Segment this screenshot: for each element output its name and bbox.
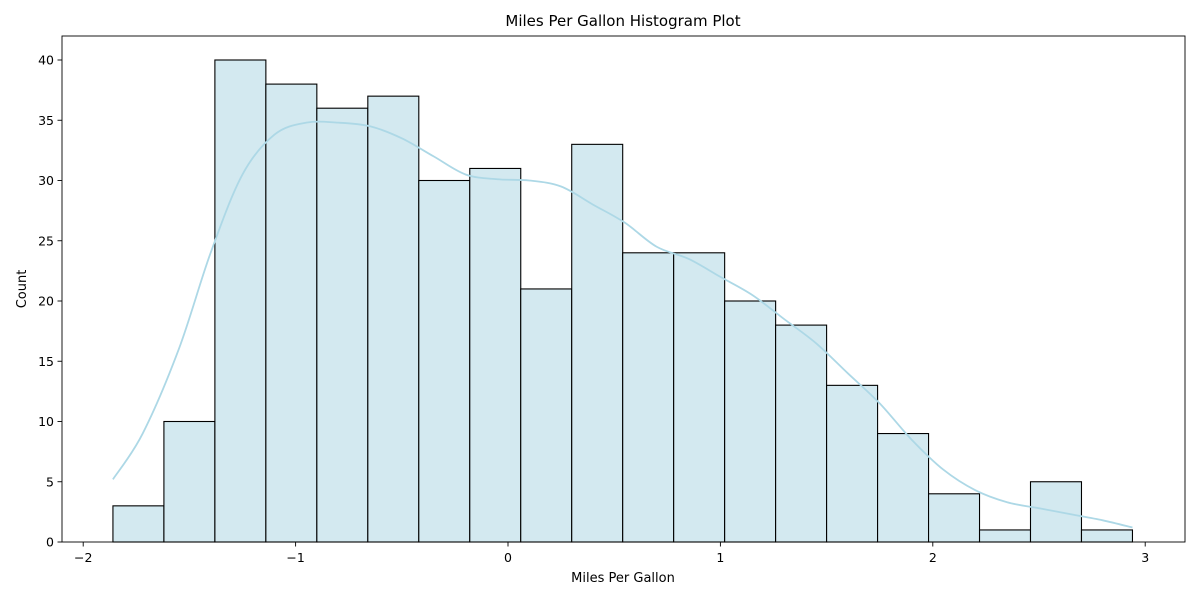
x-axis: −2 −1 0 1 2 3 xyxy=(74,542,1149,565)
plot-frame xyxy=(61,35,1186,543)
histogram-bar xyxy=(418,179,471,543)
histogram-bar xyxy=(826,384,879,543)
x-tick-label: 0 xyxy=(504,550,512,565)
histogram-bar xyxy=(214,59,267,543)
x-tick-label: −1 xyxy=(286,550,304,565)
histogram-bar xyxy=(927,493,981,543)
x-tick-label: 2 xyxy=(929,550,937,565)
y-tick-label: 15 xyxy=(38,354,54,369)
y-tick-label: 30 xyxy=(38,173,54,188)
x-tick-label: 3 xyxy=(1141,550,1149,565)
histogram-bars xyxy=(112,59,1134,543)
histogram-bar xyxy=(469,167,522,543)
y-tick-label: 20 xyxy=(38,294,54,309)
y-tick-label: 35 xyxy=(38,113,54,128)
y-axis-label: Count xyxy=(15,270,30,309)
chart-title: Miles Per Gallon Histogram Plot xyxy=(505,12,740,30)
histogram-bar xyxy=(775,324,828,543)
histogram-bar xyxy=(112,505,165,543)
histogram-bar xyxy=(520,288,573,543)
histogram-bar xyxy=(877,432,930,543)
y-tick-label: 0 xyxy=(46,535,54,550)
histogram-bar xyxy=(265,83,318,543)
histogram-bar xyxy=(367,95,420,543)
histogram-bar xyxy=(316,107,369,543)
histogram-bar xyxy=(1080,529,1134,543)
y-axis: 0 5 10 15 20 25 30 35 40 xyxy=(38,53,62,550)
y-tick-label: 10 xyxy=(38,414,54,429)
x-axis-label: Miles Per Gallon xyxy=(571,571,675,586)
histogram-bar xyxy=(978,529,1032,543)
x-tick-label: −2 xyxy=(74,550,92,565)
histogram-bar xyxy=(724,300,777,543)
y-tick-label: 40 xyxy=(38,53,54,68)
kde-curve xyxy=(112,120,1133,529)
y-tick-label: 5 xyxy=(46,474,54,489)
y-tick-label: 25 xyxy=(38,233,54,248)
histogram-bar xyxy=(163,420,216,543)
histogram-bar xyxy=(622,252,675,543)
histogram-bar xyxy=(571,143,624,543)
x-tick-label: 1 xyxy=(716,550,724,565)
histogram-bar xyxy=(673,252,726,543)
